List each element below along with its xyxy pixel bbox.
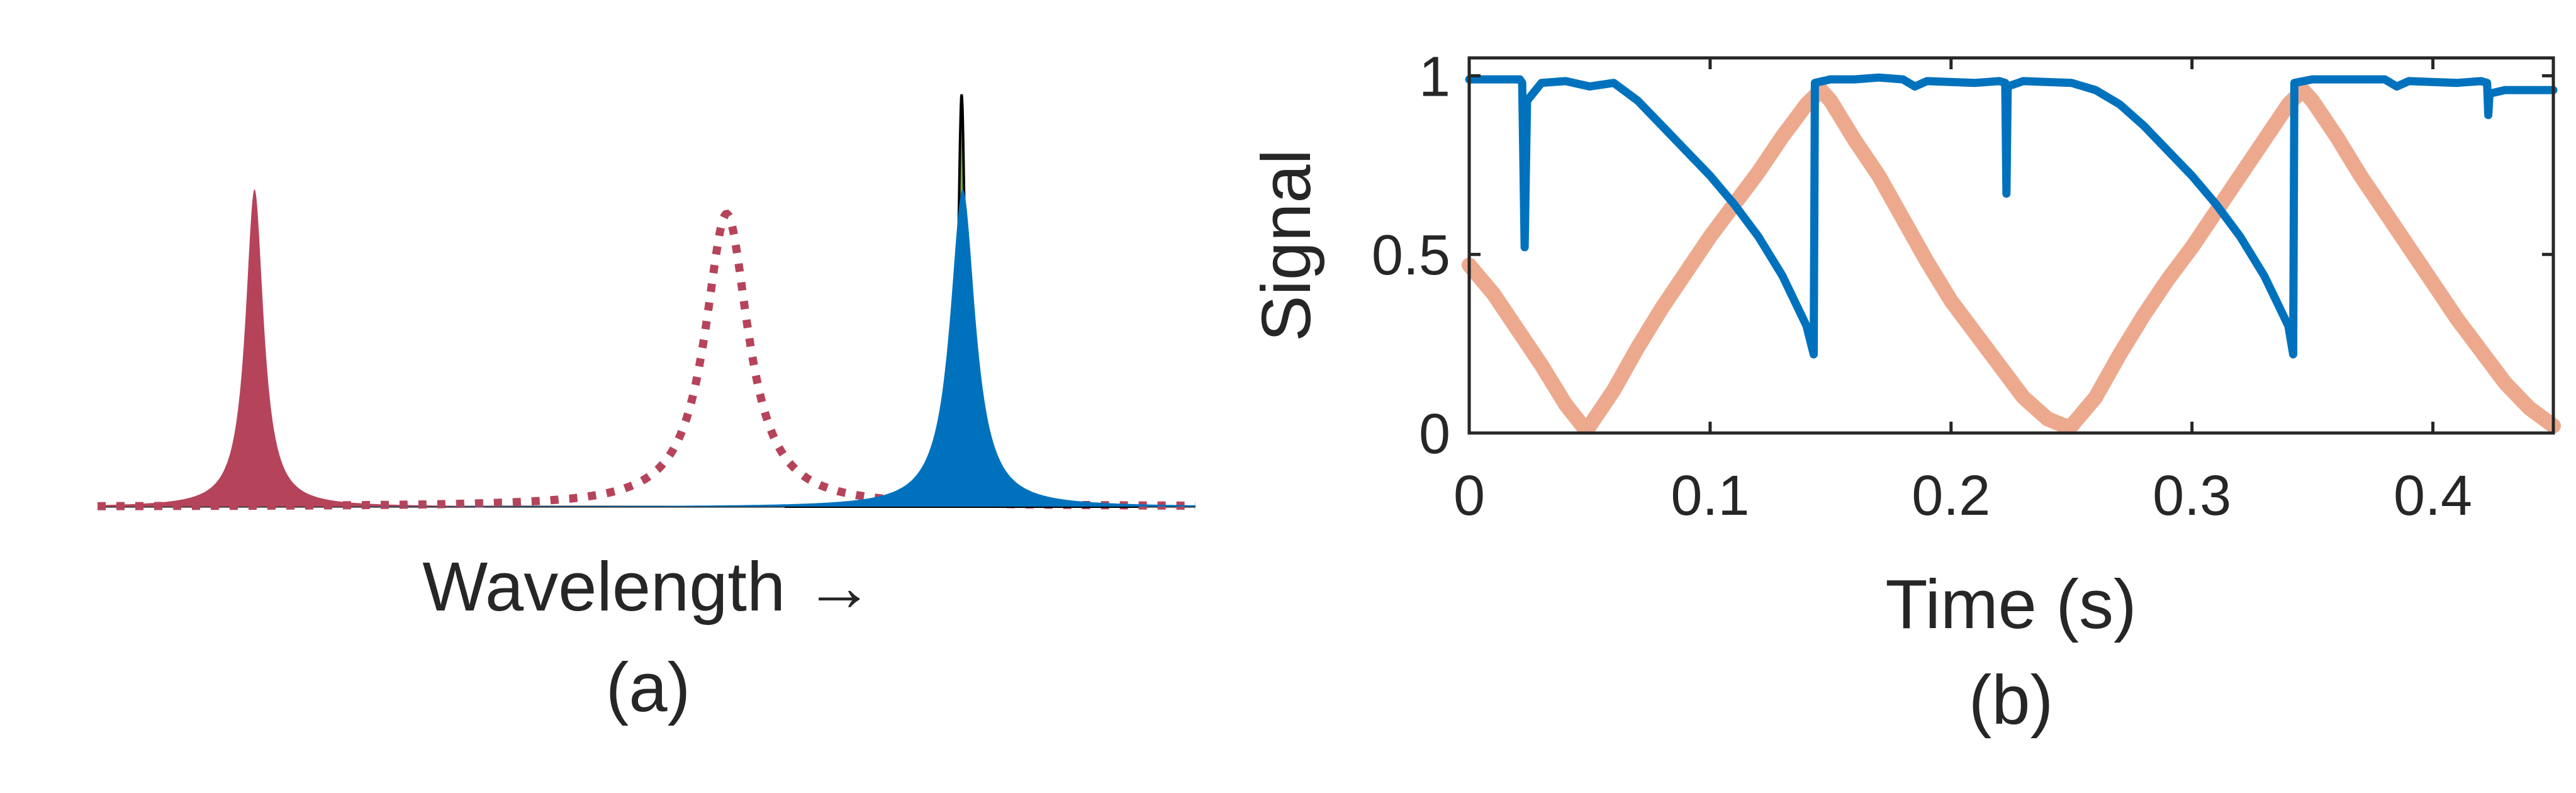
panel-a: Wavelength → (a): [98, 94, 1196, 726]
spectrum-peaks: [98, 94, 1196, 510]
y-tick-label: 0.5: [1372, 224, 1450, 287]
panel-a-xlabel: Wavelength →: [422, 548, 873, 626]
filled-peak-3: [347, 189, 1196, 507]
x-tick-label: 0: [1453, 464, 1485, 527]
panel-a-label: (a): [606, 649, 690, 726]
x-tick-label: 0.3: [2153, 464, 2231, 527]
y-tick-label: 0: [1419, 403, 1450, 466]
x-tick-label: 0.1: [1671, 464, 1749, 527]
plot-frame: [1467, 56, 2555, 435]
panel-b-label: (b): [1969, 661, 2053, 739]
x-tick-label: 0.4: [2394, 464, 2472, 527]
x-tick-label: 0.2: [1912, 464, 1990, 527]
filled-peak-0: [98, 189, 694, 507]
panel-b-xlabel: Time (s): [1885, 566, 2136, 643]
y-tick-label: 1: [1419, 45, 1450, 108]
signal-series: [1462, 73, 2561, 434]
axis-ticks: 0 0.1 0.2 0.3 0.4 0 0.5 1: [1372, 45, 2553, 527]
series-line-1: [1462, 82, 2561, 434]
panel-b-ylabel: Signal: [1248, 149, 1325, 342]
panel-b: 0 0.1 0.2 0.3 0.4 0 0.5 1 Time (s) Signal (b): [1248, 45, 2561, 739]
series-line-0: [1465, 73, 2558, 359]
